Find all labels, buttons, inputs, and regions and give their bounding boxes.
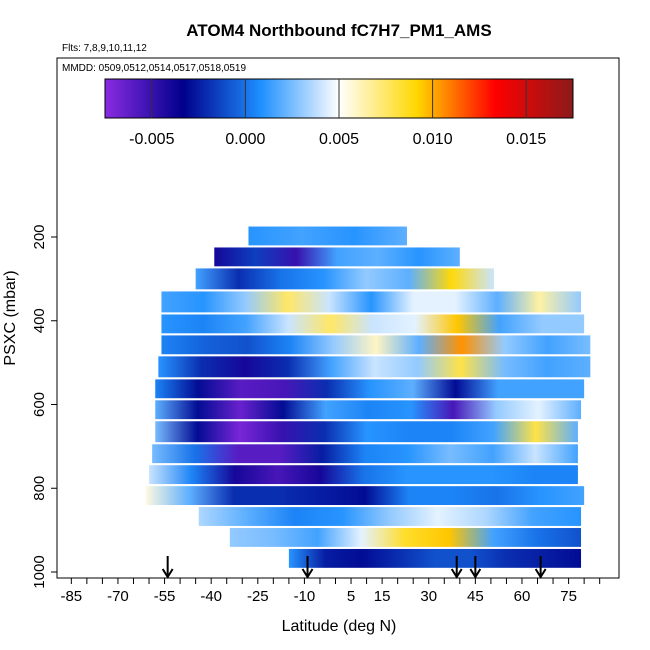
x-tick-label: -25 [247,588,269,605]
colorbar-tick-label: 0.005 [319,131,359,148]
y-tick-label: 600 [31,392,48,417]
heatmap-band [288,548,582,568]
x-tick-label: 45 [467,588,484,605]
arrow-head [161,568,174,579]
x-tick-label: 30 [420,588,437,605]
arrow-head [534,568,547,579]
x-tick-label: -70 [107,588,129,605]
y-axis: 200 400 600 800 1000 [31,224,57,589]
x-tick-label: 75 [560,588,577,605]
heatmap-band [161,291,582,313]
x-tick-label: -40 [200,588,222,605]
arrow-head [469,568,482,579]
dates-subtitle: MMDD: 0509,0512,0514,0517,0518,0519 [62,63,246,74]
heatmap-band [155,400,582,420]
y-tick-label: 1000 [31,555,48,588]
x-tick-label: 60 [514,588,531,605]
colorbar: -0.005 0.000 0.005 0.010 0.015 [104,78,574,148]
arrow-head [450,568,463,579]
heatmap-band [195,268,495,290]
x-tick-label: -10 [294,588,316,605]
heatmap-band [158,356,591,378]
heatmap-data [145,226,591,568]
arrow-head [301,568,314,579]
y-axis-label: PSXC (mbar) [2,270,19,365]
latitude-arrows [161,556,547,579]
y-tick-label: 200 [31,224,48,249]
heatmap-band [155,421,578,443]
chart-title: ATOM4 Northbound fC7H7_PM1_AMS [186,21,491,40]
colorbar-tick-label: 0.015 [506,131,546,148]
heatmap-band [149,465,578,485]
y-tick-label: 800 [31,476,48,501]
heatmap-band [152,444,578,464]
heatmap-band [198,507,582,526]
heatmap-band [214,247,460,267]
x-tick-label: 15 [374,588,391,605]
heatmap-band [161,335,591,355]
colorbar-tick-label: 0.000 [225,131,265,148]
colorbar-tick-label: 0.010 [413,131,453,148]
colorbar-tick-label: -0.005 [129,131,174,148]
x-tick-label: 5 [347,588,355,605]
heatmap-band [155,379,585,399]
flights-subtitle: Flts: 7,8,9,10,11,12 [62,43,147,54]
heatmap-band [248,226,407,246]
x-axis: -85 -70 -55 -40 -25 -10 5 15 30 45 60 75 [60,577,609,605]
heatmap-band [161,314,585,334]
y-tick-label: 400 [31,308,48,333]
heatmap-band [145,486,585,505]
x-tick-label: -55 [154,588,176,605]
heatmap-band [229,528,582,547]
x-axis-label: Latitude (deg N) [282,618,397,635]
x-tick-label: -85 [60,588,82,605]
